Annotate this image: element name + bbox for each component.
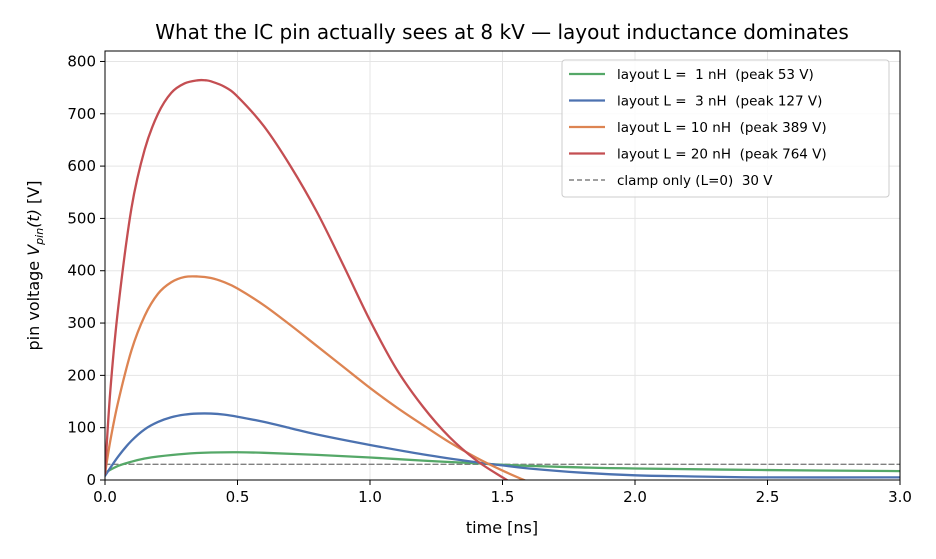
x-tick-label: 2.5 [756, 488, 780, 506]
y-axis-label-arg: (t) [24, 209, 43, 228]
chart-title: What the IC pin actually sees at 8 kV — … [155, 20, 849, 44]
y-tick-label: 100 [67, 419, 96, 437]
legend-label: layout L = 3 nH (peak 127 V) [617, 94, 822, 110]
legend-label: layout L = 20 nH (peak 764 V) [617, 147, 827, 163]
y-axis-label-sub: pin [33, 228, 46, 246]
ticks: 0.0 0.5 1.0 1.5 2.0 2.5 3.0 0 100 200 300 400 500 600… [67, 52, 912, 506]
plot-area [105, 78, 900, 480]
legend-box [561, 59, 890, 198]
x-tick-label: 1.0 [358, 488, 382, 506]
legend-label: clamp only (L=0) 30 V [617, 173, 773, 189]
series-line-4 [105, 78, 510, 480]
series-line-2 [105, 412, 900, 479]
y-axis-label-unit: [V] [24, 181, 43, 210]
y-axis-label-prefix: pin voltage [24, 256, 43, 351]
x-tick-label: 2.0 [623, 488, 647, 506]
y-axis-label: pin voltage Vpin(t) [V] [24, 181, 46, 351]
x-axis-label: time [ns] [466, 518, 538, 537]
y-tick-label: 600 [67, 157, 96, 175]
y-axis-label-var: V [24, 244, 43, 256]
x-tick-label: 3.0 [888, 488, 912, 506]
x-tick-label: 0.0 [93, 488, 117, 506]
legend: layout L = 1 nH (peak 53 V) layout L = 3 … [561, 59, 890, 198]
legend-label: layout L = 10 nH (peak 389 V) [617, 120, 827, 136]
x-tick-label: 0.5 [226, 488, 250, 506]
series-line-1 [105, 451, 900, 474]
x-tick-label: 1.5 [491, 488, 515, 506]
y-tick-label: 300 [67, 314, 96, 332]
y-tick-label: 500 [67, 209, 96, 227]
y-tick-label: 800 [67, 52, 96, 70]
series-line-3 [105, 275, 527, 480]
y-tick-label: 700 [67, 105, 96, 123]
y-tick-label: 0 [86, 471, 96, 489]
legend-label: layout L = 1 nH (peak 53 V) [617, 67, 814, 83]
y-tick-label: 400 [67, 262, 96, 280]
y-tick-label: 200 [67, 366, 96, 384]
